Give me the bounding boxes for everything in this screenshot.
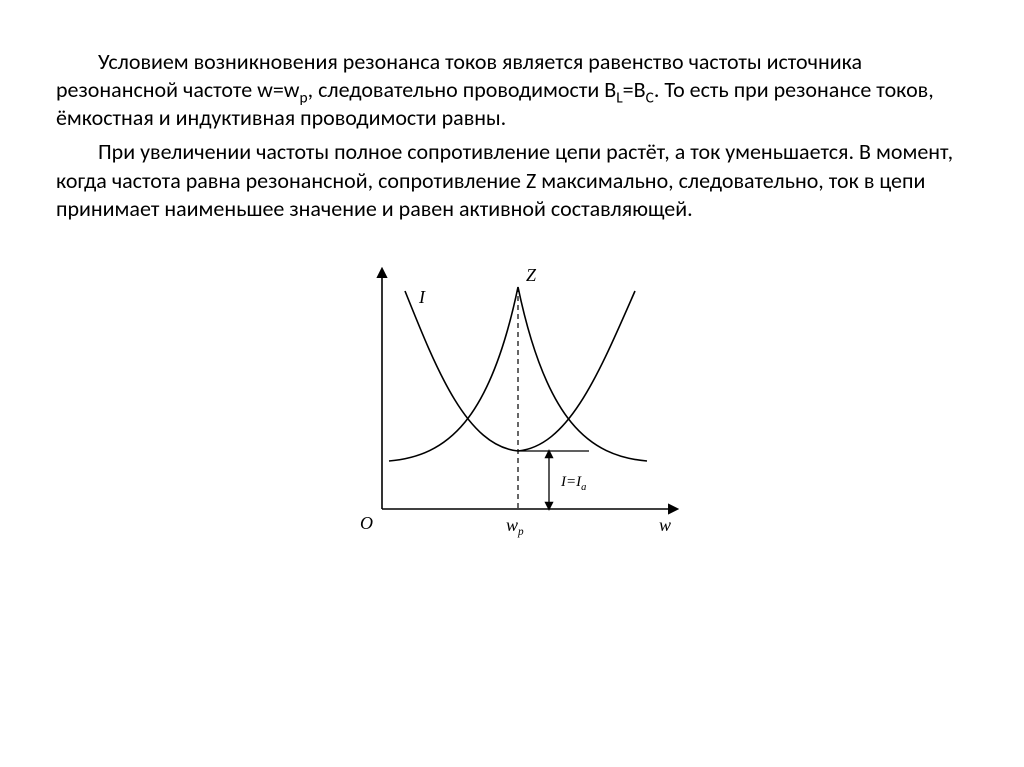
p1-sub-3: C [646, 89, 654, 108]
paragraph-2: При увеличении частоты полное сопротивле… [56, 138, 968, 222]
resonance-chart-container: Ow wр Z I I=Ia [56, 251, 968, 551]
svg-text:wр: wр [506, 515, 524, 538]
p1-text-b: , следовательно проводимости B [308, 76, 617, 103]
svg-text:O: O [360, 513, 373, 533]
svg-text:Z: Z [526, 265, 537, 285]
svg-text:w: w [659, 515, 671, 535]
resonance-chart: Ow wр Z I I=Ia [327, 251, 697, 551]
svg-text:I=Ia: I=Ia [560, 474, 586, 493]
paragraph-1: Условием возникновения резонанса токов я… [56, 48, 968, 132]
p1-text-c: =B [623, 76, 646, 103]
document-page: Условием возникновения резонанса токов я… [0, 0, 1024, 551]
svg-text:I: I [418, 287, 426, 307]
